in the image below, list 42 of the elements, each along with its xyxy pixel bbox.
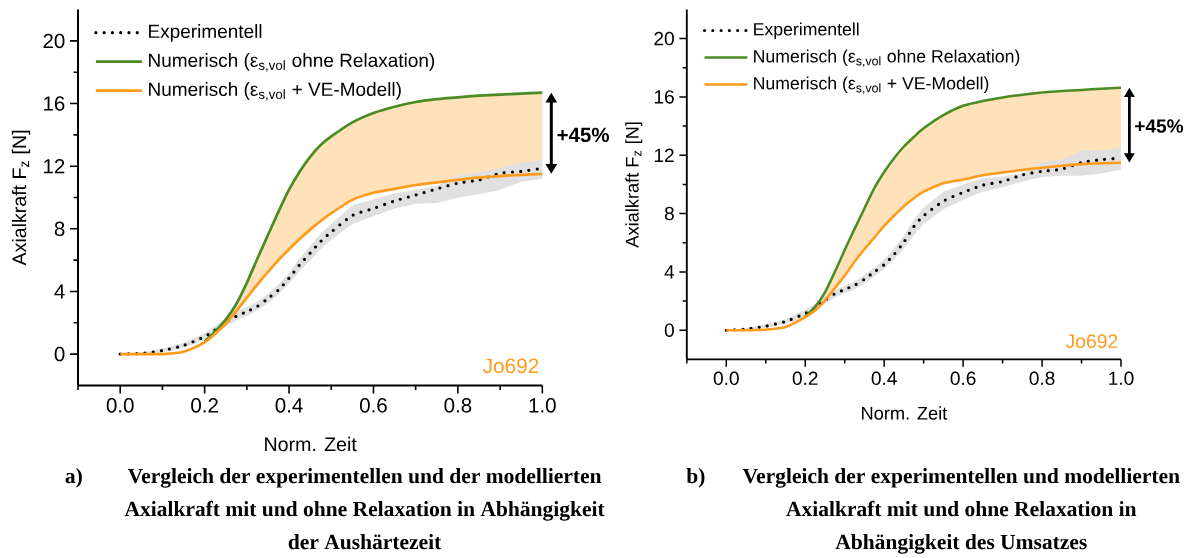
annotation: Jo692 — [483, 358, 539, 374]
y-tick-label: 4 — [54, 284, 65, 299]
text: a) — [65, 468, 82, 488]
annotation: +45% — [1135, 119, 1184, 133]
x-tick-label: 0.2 — [792, 371, 818, 386]
y-axis-title: Axialkraft F$_{z}$ [N] — [11, 130, 31, 266]
x-axis-title: Norm. Zeit — [862, 406, 948, 420]
legend-label: Experimentell — [149, 24, 262, 42]
legend-label: Numerisch (ε$_{s,vol}$ ohne Relaxation) — [149, 53, 435, 72]
x-tick-label: 0.6 — [950, 371, 976, 386]
y-tick-label: 8 — [664, 206, 674, 221]
y-tick-label: 12 — [654, 148, 674, 162]
x-tick-label: 0.2 — [191, 398, 218, 413]
x-tick-label: 0.0 — [106, 398, 134, 413]
x-tick-label: 0.4 — [871, 371, 897, 386]
y-tick-label: 8 — [54, 221, 65, 237]
y-tick-label: 20 — [43, 33, 65, 49]
x-axis-title: Norm. Zeit — [265, 436, 357, 452]
y-tick-label: 20 — [654, 31, 674, 46]
y-tick-label: 16 — [654, 90, 674, 104]
legend-label: Numerisch (ε$_{s,vol}$ + VE-Modell) — [149, 82, 401, 101]
x-tick-label: 0.0 — [713, 371, 739, 386]
text: Vergleich der experimentellen und der modellierten Axialkraft mit und ohne Relaxation in Abhängigkeit der Aushärtezeit — [124, 468, 605, 550]
annotation: +45% — [557, 127, 610, 143]
annotation: Jo692 — [1065, 334, 1118, 349]
x-tick-label: 0.8 — [1029, 371, 1055, 386]
text: b) — [686, 468, 705, 488]
x-tick-label: 1.0 — [1109, 371, 1134, 386]
x-tick-label: 1.0 — [529, 398, 556, 413]
text: Vergleich der experimentellen und modellierten Axialkraft mit und ohne Relaxation in Abhängigkeit des Umsatzes — [742, 468, 1180, 554]
y-tick-label: 16 — [44, 96, 65, 111]
x-tick-label: 0.8 — [444, 398, 472, 413]
legend-label: Experimentell — [754, 22, 859, 40]
y-tick-label: 0 — [664, 323, 674, 337]
y-tick-label: 4 — [664, 265, 675, 279]
x-tick-label: 0.6 — [360, 398, 387, 413]
y-tick-label: 12 — [44, 159, 65, 174]
legend-label: Numerisch (ε$_{s,vol}$ + VE-Modell) — [754, 76, 989, 94]
legend-label: Numerisch (ε$_{s,vol}$ ohne Relaxation) — [754, 49, 1020, 67]
y-tick-label: 0 — [54, 346, 65, 362]
x-tick-label: 0.4 — [275, 398, 303, 413]
y-axis-title: Axialkraft F$_{z}$ [N] — [625, 122, 643, 248]
